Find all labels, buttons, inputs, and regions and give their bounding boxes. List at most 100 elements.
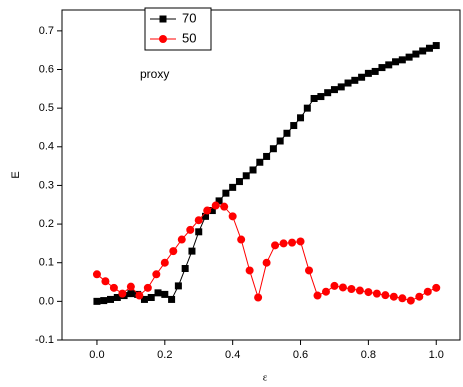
data-point [256, 158, 264, 166]
data-point [229, 183, 237, 191]
data-point [276, 137, 284, 145]
data-point [202, 212, 210, 220]
data-point [423, 287, 432, 296]
legend-marker [159, 15, 167, 23]
data-point [358, 73, 366, 81]
data-point [432, 283, 441, 292]
x-tick-label: 0.0 [89, 349, 104, 361]
data-point [412, 50, 420, 58]
y-tick-label: 0.5 [39, 102, 54, 114]
data-point [432, 42, 440, 50]
data-point [215, 197, 223, 205]
data-point [109, 283, 118, 292]
data-point [181, 265, 189, 273]
data-point [186, 225, 195, 234]
data-point [296, 237, 305, 246]
data-point [160, 258, 169, 267]
data-point [177, 235, 186, 244]
data-point [194, 216, 203, 225]
x-tick-label: 0.6 [293, 349, 308, 361]
legend-box [144, 7, 212, 51]
data-point [303, 104, 311, 112]
data-point [143, 283, 152, 292]
data-point [127, 290, 135, 298]
data-point [398, 294, 407, 303]
data-point [351, 76, 359, 84]
data-point [321, 287, 330, 296]
data-point [222, 189, 230, 197]
data-point [203, 206, 212, 215]
data-point [392, 58, 400, 66]
data-point [242, 172, 250, 180]
data-point [425, 44, 433, 52]
data-point [271, 241, 280, 250]
data-point [389, 292, 398, 301]
data-point [152, 270, 161, 279]
y-tick-label: 0.2 [39, 218, 54, 230]
data-point [330, 281, 339, 290]
data-point [305, 266, 314, 275]
y-tick-label: 0.1 [39, 257, 54, 269]
data-point [174, 282, 182, 290]
y-tick-label: 0.7 [39, 25, 54, 37]
y-tick-label: 0.4 [39, 141, 54, 153]
data-point [211, 201, 220, 210]
data-point [245, 266, 254, 275]
data-point [220, 202, 229, 211]
x-tick-label: 1.0 [429, 349, 444, 361]
data-point [249, 166, 257, 174]
data-point [262, 258, 271, 267]
data-point [337, 83, 345, 91]
data-point [100, 297, 108, 305]
data-point [378, 64, 386, 72]
data-point [93, 297, 101, 305]
data-point [398, 56, 406, 64]
data-point [269, 145, 277, 153]
legend-label: 50 [182, 30, 196, 45]
data-point [107, 295, 115, 303]
x-tick-label: 0.8 [361, 349, 376, 361]
data-point [347, 284, 356, 293]
data-point [263, 152, 271, 160]
data-point [208, 207, 216, 215]
data-point [310, 94, 318, 102]
y-axis-label: E [10, 171, 22, 178]
data-point [101, 277, 110, 286]
y-tick-label: 0.0 [39, 295, 54, 307]
data-point [297, 114, 305, 122]
data-point [228, 212, 237, 221]
data-point [406, 296, 415, 305]
data-point [364, 69, 372, 77]
data-point [169, 247, 178, 256]
data-point [324, 89, 332, 97]
y-tick-label: 0.3 [39, 179, 54, 191]
plot-frame [61, 9, 461, 341]
data-point [371, 67, 379, 75]
legend-marker [159, 35, 167, 43]
data-point [188, 247, 196, 255]
data-point [235, 178, 243, 186]
x-tick-label: 0.4 [225, 349, 240, 361]
data-point [317, 93, 325, 101]
data-point [290, 122, 298, 130]
data-point [415, 292, 424, 301]
data-point [195, 228, 203, 236]
data-point [135, 291, 144, 300]
data-point [419, 47, 427, 55]
data-point [237, 235, 246, 244]
data-point [118, 289, 127, 298]
data-point [338, 283, 347, 292]
data-point [364, 288, 373, 297]
data-point [126, 282, 135, 291]
data-point [283, 129, 291, 137]
data-point [372, 289, 381, 298]
data-point [168, 295, 176, 303]
data-point [113, 293, 121, 301]
data-point [92, 270, 101, 279]
data-point [355, 286, 364, 295]
x-tick-label: 0.2 [157, 349, 172, 361]
x-axis-label: ε [263, 372, 268, 384]
data-point [140, 295, 148, 303]
data-point [288, 238, 297, 247]
